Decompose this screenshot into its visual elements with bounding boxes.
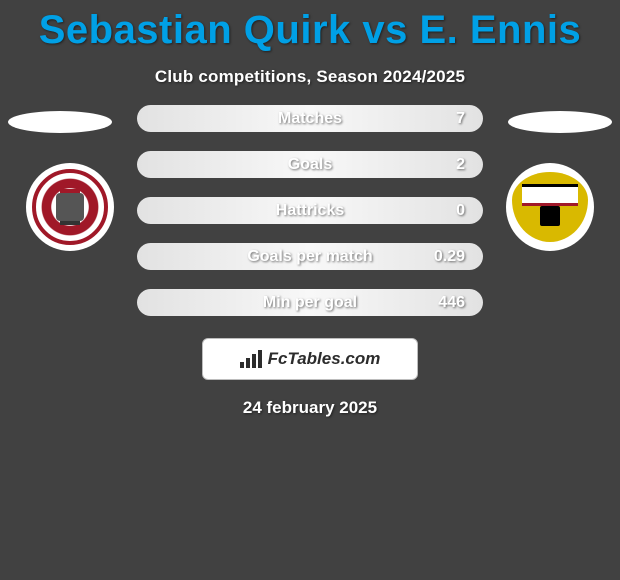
- club-badge-left: [26, 163, 114, 251]
- accrington-crest-icon: [32, 169, 108, 245]
- stat-label: Goals per match: [247, 248, 372, 266]
- stat-row-min-per-goal: Min per goal 446: [137, 289, 483, 316]
- stat-label: Goals: [288, 156, 332, 174]
- stat-right-value: 2: [421, 156, 465, 174]
- brand-logo-icon: [240, 350, 262, 368]
- brand-label: FcTables.com: [268, 349, 381, 369]
- player-photo-placeholder-left: [8, 111, 112, 133]
- stat-right-value: 7: [421, 110, 465, 128]
- stat-right-value: 0: [421, 202, 465, 220]
- stat-row-goals: Goals 2: [137, 151, 483, 178]
- doncaster-crest-icon: [512, 172, 588, 242]
- player-photo-placeholder-right: [508, 111, 612, 133]
- stats-list: Matches 7 Goals 2 Hattricks 0 Goals per …: [137, 105, 483, 316]
- stat-row-hattricks: Hattricks 0: [137, 197, 483, 224]
- snapshot-date: 24 february 2025: [0, 398, 620, 418]
- stat-label: Matches: [278, 110, 342, 128]
- stat-row-matches: Matches 7: [137, 105, 483, 132]
- page-title: Sebastian Quirk vs E. Ennis: [0, 0, 620, 53]
- stat-row-goals-per-match: Goals per match 0.29: [137, 243, 483, 270]
- stat-right-value: 0.29: [421, 248, 465, 266]
- stat-label: Hattricks: [276, 202, 344, 220]
- comparison-panel: Matches 7 Goals 2 Hattricks 0 Goals per …: [0, 105, 620, 418]
- subtitle: Club competitions, Season 2024/2025: [0, 67, 620, 87]
- club-badge-right: [506, 163, 594, 251]
- stat-right-value: 446: [421, 294, 465, 312]
- stat-label: Min per goal: [263, 294, 357, 312]
- brand-watermark[interactable]: FcTables.com: [202, 338, 418, 380]
